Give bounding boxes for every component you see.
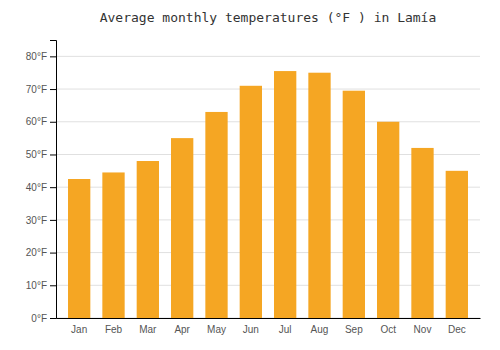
- title: Average monthly temperatures (°F ) in La…: [100, 10, 437, 25]
- x-tick-label: Oct: [380, 324, 396, 335]
- y-tick: 70°F: [26, 84, 56, 95]
- y-tick-label: 80°F: [26, 51, 47, 62]
- bar: [240, 86, 262, 318]
- y-tick: 80°F: [26, 51, 56, 62]
- bar: [274, 71, 296, 318]
- bar: [171, 138, 193, 318]
- x-tick-label: Aug: [311, 324, 329, 335]
- y-tick-mark: [50, 253, 56, 254]
- x-tick-label: Jun: [243, 324, 259, 335]
- y-tick-label: 40°F: [26, 182, 47, 193]
- y-tick-mark: [50, 187, 56, 188]
- y-tick-mark: [50, 220, 56, 221]
- y-tick: 50°F: [26, 149, 56, 160]
- bar: [68, 179, 90, 318]
- grid-line: [56, 56, 480, 57]
- y-tick-label: 10°F: [26, 280, 47, 291]
- y-tick-mark: [50, 89, 56, 90]
- y-tick-mark: [50, 56, 56, 57]
- grid-line: [56, 121, 480, 122]
- x-tick-label: May: [207, 324, 226, 335]
- y-tick: 0°F: [31, 313, 56, 324]
- x-tick: Jul: [279, 324, 292, 335]
- x-axis: Jan Feb Mar Apr May Jun Jul Aug Sep Oct Nov Dec: [57, 319, 481, 336]
- x-tick: Mar: [139, 324, 157, 335]
- y-tick-mark: [50, 318, 56, 319]
- x-tick: Jan: [71, 324, 87, 335]
- x-tick-label: Feb: [105, 324, 123, 335]
- x-axis-line: [57, 318, 481, 319]
- y-tick-label: 50°F: [26, 149, 47, 160]
- y-axis-line: [50, 41, 57, 319]
- x-tick-label: Sep: [345, 324, 363, 335]
- bar: [205, 112, 227, 318]
- y-tick: 30°F: [26, 215, 56, 226]
- bar: [446, 171, 468, 318]
- y-tick-mark: [50, 122, 56, 123]
- bar: [377, 122, 399, 318]
- y-tick-mark: [50, 285, 56, 286]
- y-tick-mark: [50, 154, 56, 155]
- bar: [308, 73, 330, 318]
- x-tick: Aug: [311, 324, 329, 335]
- x-tick: Sep: [345, 324, 363, 335]
- y-tick: 20°F: [26, 247, 56, 258]
- x-tick: Jun: [243, 324, 259, 335]
- bar: [411, 148, 433, 318]
- y-tick-label: 60°F: [26, 116, 47, 127]
- chart: 0°F 10°F 20°F 30°F 40°F 50°F 60°F 70°F 80°F Jan Fe…: [0, 0, 500, 350]
- x-tick: Feb: [105, 324, 123, 335]
- y-tick-label: 30°F: [26, 215, 47, 226]
- bar: [343, 91, 365, 318]
- x-tick: May: [207, 324, 226, 335]
- x-tick: Apr: [174, 324, 190, 335]
- bar: [102, 172, 124, 318]
- x-tick: Nov: [414, 324, 432, 335]
- x-tick: Dec: [448, 324, 466, 335]
- grid: [56, 56, 480, 318]
- x-tick-label: Mar: [139, 324, 157, 335]
- x-tick-label: Jan: [71, 324, 87, 335]
- plot-area: [68, 71, 468, 318]
- x-tick-label: Jul: [279, 324, 292, 335]
- y-tick-label: 70°F: [26, 84, 47, 95]
- x-tick-label: Dec: [448, 324, 466, 335]
- y-tick-label: 20°F: [26, 247, 47, 258]
- grid-line: [56, 89, 480, 90]
- y-tick: 10°F: [26, 280, 56, 291]
- x-tick: Oct: [380, 324, 396, 335]
- y-tick: 40°F: [26, 182, 56, 193]
- y-tick-label: 0°F: [31, 313, 47, 324]
- y-axis: 0°F 10°F 20°F 30°F 40°F 50°F 60°F 70°F 80°F: [26, 41, 57, 324]
- bar: [137, 161, 159, 318]
- y-tick: 60°F: [26, 116, 56, 127]
- x-tick-label: Nov: [414, 324, 432, 335]
- x-tick-label: Apr: [174, 324, 190, 335]
